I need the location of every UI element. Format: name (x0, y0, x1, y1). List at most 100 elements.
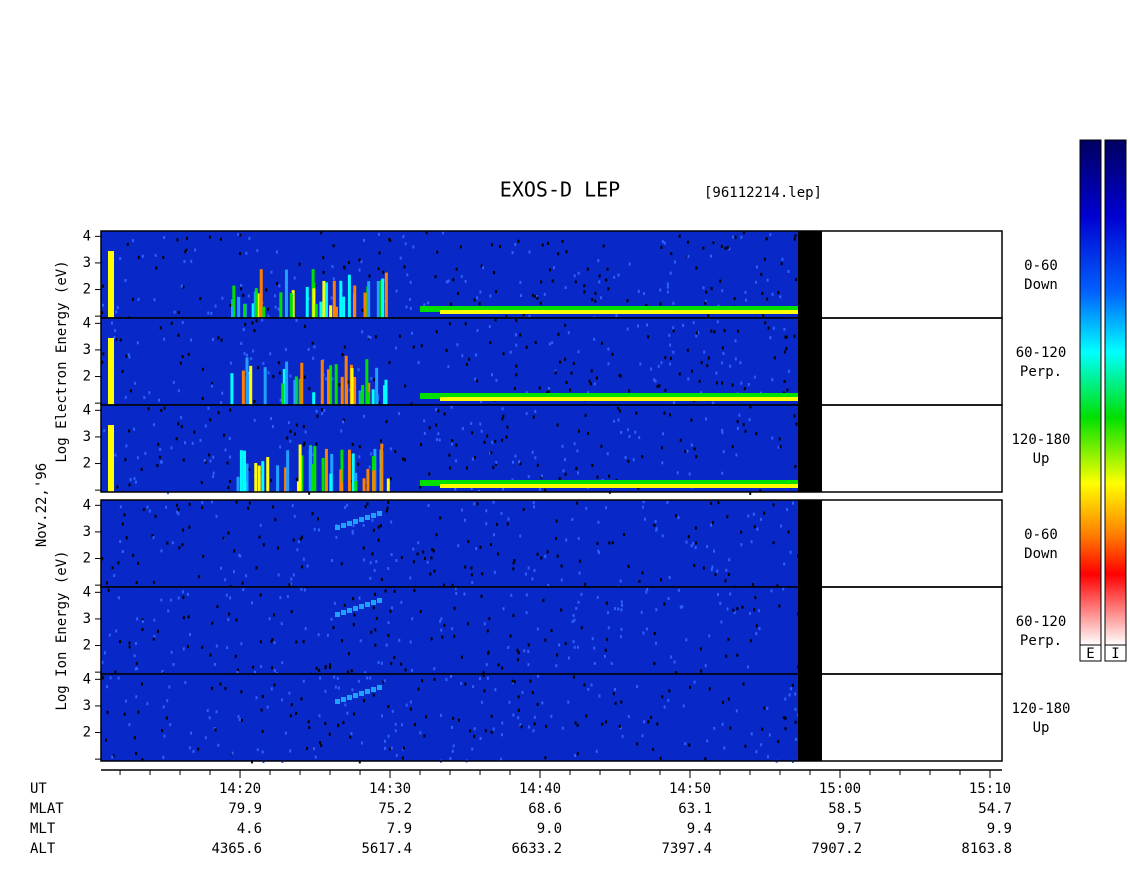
spectrogram-pixel (607, 626, 610, 630)
spectrogram-pixel (476, 502, 479, 506)
spectrogram-pixel (183, 260, 186, 264)
spectrogram-pixel (362, 523, 365, 527)
spectrogram-pixel (216, 605, 219, 609)
spectrogram-pixel (419, 731, 422, 735)
spectrogram-pixel (741, 605, 744, 609)
spectrogram-pixel (708, 687, 711, 691)
spectrogram-pixel (451, 583, 454, 587)
spectrogram-pixel (383, 679, 386, 683)
spectrogram-pixel (519, 293, 522, 297)
spectrogram-pixel (315, 666, 318, 670)
spectrogram-streak (312, 288, 316, 318)
spectrogram-pixel (426, 560, 429, 564)
spectrogram-pixel (343, 603, 346, 607)
spectrogram-pixel (210, 311, 213, 315)
y-tick-label: 2 (83, 725, 91, 741)
spectrogram-streak (284, 269, 288, 318)
spectrogram-pixel (190, 731, 193, 735)
spectrogram-pixel (360, 741, 363, 745)
spectrogram-pixel (159, 326, 162, 330)
spectrogram-pixel (166, 491, 169, 495)
spectrogram-pixel (409, 576, 412, 580)
spectrogram-pixel (617, 607, 620, 611)
row-value: 68.6 (528, 801, 562, 817)
spectrogram-pixel (271, 666, 274, 670)
spectrogram-pixel (411, 331, 414, 335)
spectrogram-pixel (679, 438, 682, 442)
colorbar-label: I (1111, 646, 1119, 662)
spectrogram-pixel (674, 514, 677, 518)
spectrogram-pixel (628, 389, 631, 393)
spectrogram-streak (319, 301, 323, 318)
spectrogram-pixel (527, 643, 530, 647)
spectrogram-pixel (315, 409, 318, 413)
spectrogram-pixel (555, 664, 558, 668)
spectrogram-pixel (256, 249, 259, 253)
spectrogram-pixel (704, 301, 707, 305)
row-value: 54.7 (978, 801, 1012, 817)
spectrogram-pixel (221, 296, 224, 300)
spectrogram-pixel (330, 617, 333, 621)
spectrogram-pixel (121, 522, 124, 526)
spectrogram-pixel (451, 439, 454, 443)
spectrogram-pixel (540, 556, 543, 560)
spectrogram-pixel (590, 683, 593, 687)
spectrogram-pixel (747, 382, 750, 386)
spectrogram-pixel (180, 416, 183, 420)
spectrogram-pixel (315, 442, 318, 446)
spectrogram-pixel (500, 511, 503, 515)
spectrogram-pixel (574, 754, 577, 758)
spectrogram-pixel (318, 668, 321, 672)
spectrogram-pixel (302, 557, 305, 561)
spectrogram-streak (259, 269, 263, 318)
spectrogram-pixel (585, 714, 588, 718)
spectrogram-pixel (577, 350, 580, 354)
spectrogram-pixel (311, 341, 314, 345)
spectrogram-pixel (707, 356, 710, 360)
spectrogram-pixel (404, 384, 407, 388)
spectrogram-pixel (340, 562, 343, 566)
spectrogram-pixel (160, 408, 163, 412)
spectrogram-pixel (786, 388, 789, 392)
spectrogram-pixel (127, 353, 130, 357)
spectrogram-pixel (147, 407, 150, 411)
spectrogram-pixel (621, 734, 624, 738)
spectrogram-pixel (638, 579, 641, 583)
spectrogram-pixel (347, 652, 350, 656)
spectrogram-pixel (312, 356, 315, 360)
spectrogram-band (440, 397, 798, 401)
spectrogram-pixel (687, 377, 690, 381)
spectrogram-pixel (721, 346, 724, 350)
spectrogram-pixel (607, 287, 610, 291)
spectrogram-pixel (440, 628, 443, 632)
spectrogram-pixel (110, 321, 113, 325)
spectrogram-pixel (103, 651, 106, 655)
spectrogram-pixel (259, 640, 262, 644)
spectrogram-pixel (362, 699, 365, 703)
spectrogram-pixel (704, 299, 707, 303)
spectrogram-pixel (532, 729, 535, 733)
spectrogram-pixel (208, 453, 211, 457)
spectrogram-pixel (784, 335, 787, 339)
spectrogram-pixel (293, 514, 296, 518)
spectrogram-pixel (517, 716, 520, 720)
spectrogram-pixel (573, 442, 576, 446)
spectrogram (101, 674, 798, 761)
spectrogram-pixel (402, 235, 405, 239)
spectrogram-pixel (304, 430, 307, 434)
spectrogram-pixel (289, 429, 292, 433)
spectrogram-pixel (500, 757, 503, 761)
spectrogram-pixel (362, 414, 365, 418)
spectrogram-pixel (460, 508, 463, 512)
spectrogram-streak (324, 282, 328, 318)
spectrogram-pixel (453, 634, 456, 638)
spectrogram-pixel (176, 503, 179, 507)
spectrogram-pixel (181, 355, 184, 359)
spectrogram-pixel (641, 571, 644, 575)
spectrogram-pixel (191, 441, 194, 445)
spectrogram-pixel (378, 251, 381, 255)
spectrogram-pixel (236, 668, 239, 672)
spectrogram-pixel (706, 544, 709, 548)
spectrogram-pixel (654, 379, 657, 383)
